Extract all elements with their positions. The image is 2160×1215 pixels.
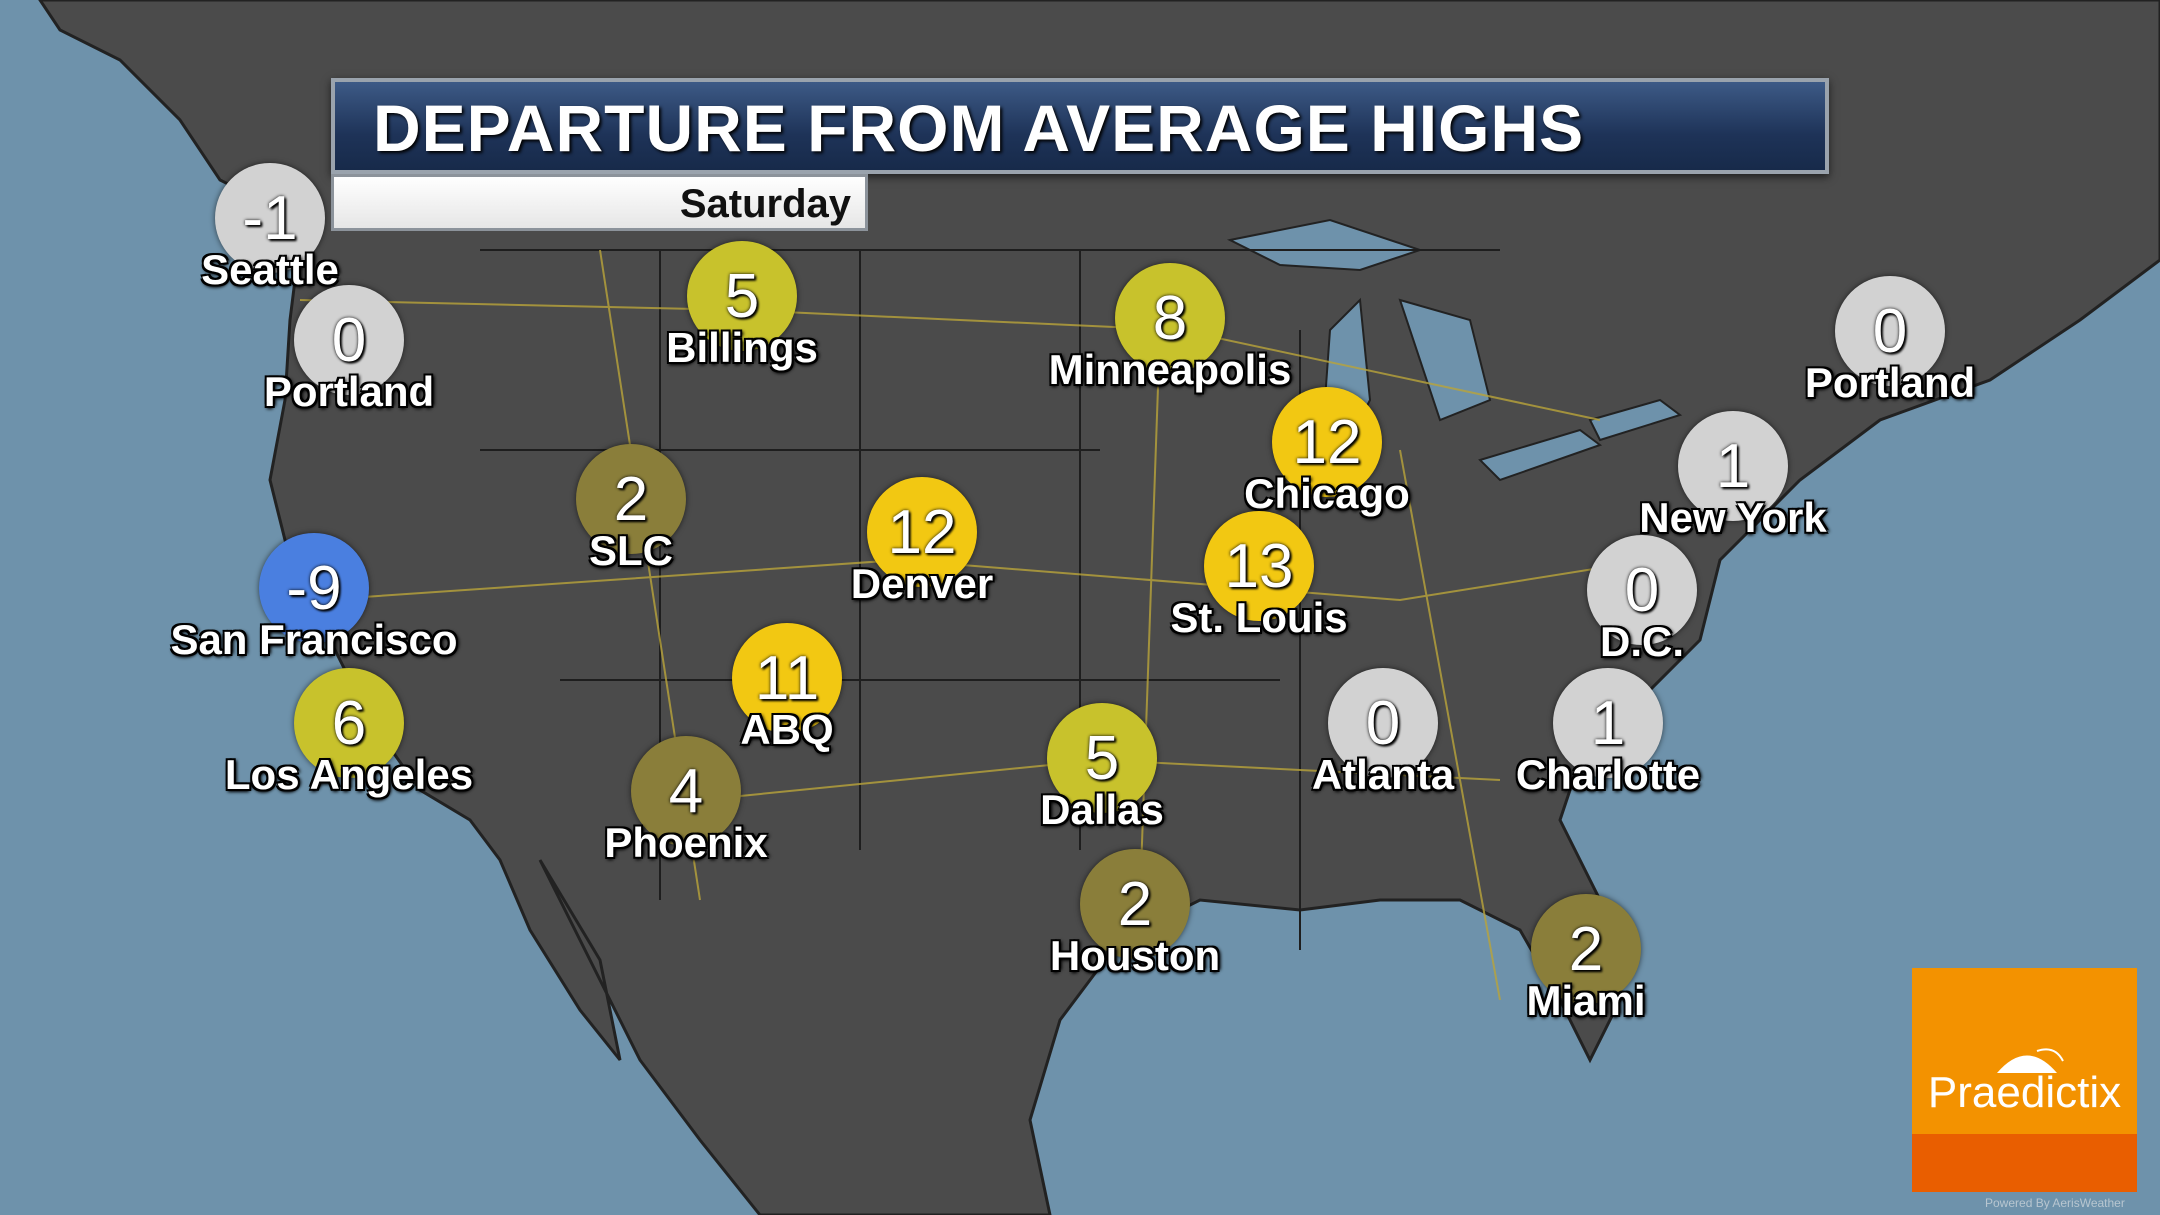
city-name: SLC — [589, 527, 673, 574]
city-name: Seattle — [201, 246, 339, 293]
temperature-departure-circle: 12 — [1272, 387, 1382, 497]
logo-text: Praedictix — [1927, 1068, 2122, 1117]
temperature-departure-circle: 4 — [631, 736, 741, 846]
city-name: Billings — [666, 324, 818, 371]
city-name: Chicago — [1244, 470, 1410, 517]
temperature-departure-circle: 1 — [1553, 668, 1663, 778]
temperature-departure-circle: 2 — [576, 444, 686, 554]
temperature-departure-circle: 8 — [1115, 263, 1225, 373]
city-name: Denver — [850, 560, 994, 607]
umbrella-icon — [1997, 1048, 2064, 1073]
city-name: St. Louis — [1170, 594, 1348, 641]
day-bar: Saturday — [331, 174, 868, 231]
city-name: Los Angeles — [224, 751, 474, 798]
temperature-departure-circle: 1 — [1678, 411, 1788, 521]
temperature-departure-circle: 0 — [1835, 276, 1945, 386]
logo-band — [1912, 1134, 2137, 1192]
temperature-departure-circle: 0 — [1328, 668, 1438, 778]
temperature-departure-circle: 11 — [732, 623, 842, 733]
temperature-departure-circle: 5 — [687, 241, 797, 351]
city-name: D.C. — [1600, 618, 1684, 665]
temperature-departure-circle: 2 — [1531, 894, 1641, 1004]
temperature-departure-circle: 2 — [1080, 849, 1190, 959]
temperature-departure-circle: 5 — [1047, 703, 1157, 813]
city-name: Atlanta — [1311, 751, 1455, 798]
temperature-departure-circle: 12 — [867, 477, 977, 587]
city-name: ABQ — [740, 706, 834, 753]
temperature-departure-circle: 0 — [294, 285, 404, 395]
land-north-america — [38, 0, 2160, 1215]
praedictix-logo: Praedictix — [1912, 968, 2137, 1192]
map-title: DEPARTURE FROM AVERAGE HIGHS — [373, 91, 1585, 165]
city-name: Minneapolis — [1048, 346, 1292, 393]
city-name: San Francisco — [170, 616, 458, 663]
city-name: Dallas — [1040, 786, 1164, 833]
city-name: Miami — [1526, 977, 1646, 1024]
powered-by: Powered By AerisWeather — [1985, 1196, 2125, 1210]
temperature-departure-circle: 0 — [1587, 535, 1697, 645]
city-name: New York — [1639, 494, 1827, 541]
day-label: Saturday — [679, 182, 851, 226]
city-name: Phoenix — [604, 819, 768, 866]
city-name: Portland — [1804, 359, 1976, 406]
city-name: Houston — [1049, 932, 1221, 979]
temperature-departure-circle: 13 — [1204, 511, 1314, 621]
temperature-departure-circle: -1 — [215, 163, 325, 273]
city-name: Charlotte — [1515, 751, 1701, 798]
temperature-departure-circle: 6 — [294, 668, 404, 778]
title-bar: DEPARTURE FROM AVERAGE HIGHS — [331, 78, 1829, 174]
city-name: Portland — [263, 368, 435, 415]
temperature-departure-circle: -9 — [259, 533, 369, 643]
